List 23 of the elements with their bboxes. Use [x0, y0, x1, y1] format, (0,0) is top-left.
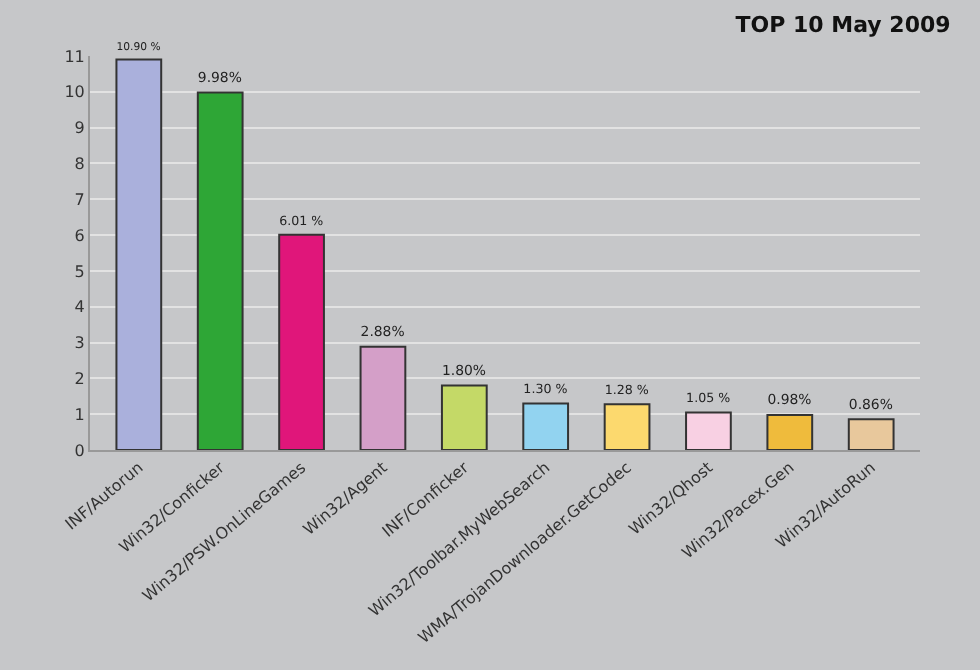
bar	[766, 413, 814, 450]
y-tick-label: 0	[74, 441, 85, 460]
bar	[522, 402, 570, 450]
y-tick-label: 5	[74, 262, 85, 281]
bar	[278, 233, 325, 450]
bar	[685, 411, 732, 450]
bar	[196, 91, 244, 450]
y-tick-label: 10	[64, 83, 85, 102]
bar	[359, 345, 407, 450]
y-tick-label: 1	[74, 405, 85, 424]
y-tick-label: 3	[74, 334, 85, 353]
y-tick-label: 2	[74, 369, 85, 388]
y-tick-label: 7	[74, 190, 85, 209]
y-tick-label: 6	[74, 226, 85, 245]
bar	[603, 403, 651, 450]
y-tick-label: 4	[74, 298, 85, 317]
y-tick-label: 9	[74, 119, 85, 138]
bar	[847, 418, 895, 450]
chart-title: TOP 10 May 2009	[735, 12, 951, 39]
y-tick-label: 11	[64, 47, 85, 66]
bar	[115, 58, 163, 450]
y-tick-label: 8	[74, 155, 85, 174]
bar	[440, 384, 488, 450]
